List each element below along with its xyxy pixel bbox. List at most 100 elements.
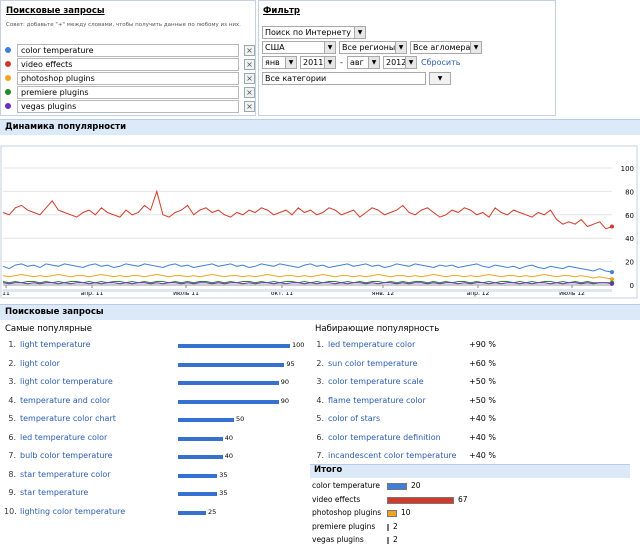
- y-tick-label: 40: [625, 235, 634, 243]
- rank-number: 3.: [316, 377, 324, 386]
- query-link[interactable]: lighting color temperature: [20, 506, 126, 516]
- rank-number: 9.: [8, 488, 16, 497]
- series-end-point: [610, 224, 614, 229]
- query-link[interactable]: light color temperature: [20, 377, 113, 386]
- x-tick-label: янв. 12: [372, 290, 395, 297]
- query-link[interactable]: led temperature color: [328, 340, 416, 349]
- query-value-bar: [178, 510, 206, 515]
- query-value: 95: [286, 359, 295, 368]
- remove-term-icon[interactable]: ×: [244, 73, 255, 84]
- query-value-bar: [178, 381, 279, 385]
- reset-link[interactable]: Сбросить: [421, 58, 461, 67]
- totals-term-label: vegas plugins: [312, 535, 364, 544]
- category-dropdown-button[interactable]: ▼: [429, 72, 451, 85]
- search-term-row: photoshop plugins ×: [5, 72, 255, 85]
- chart-scroll-track[interactable]: [3, 289, 612, 292]
- chevron-down-icon: ▼: [395, 42, 406, 53]
- from-year-select[interactable]: 2011 ▼: [300, 56, 336, 69]
- top-query-row: 4. temperature and color 90: [4, 396, 304, 410]
- query-link[interactable]: light color: [20, 358, 60, 368]
- category-select[interactable]: Все категории: [262, 72, 426, 85]
- remove-term-icon[interactable]: ×: [244, 87, 255, 98]
- totals-row: vegas plugins 2: [312, 535, 612, 547]
- query-link[interactable]: incandescent color temperature: [328, 451, 457, 460]
- top-query-row: 1. light temperature 100: [4, 340, 304, 354]
- query-link[interactable]: star temperature: [20, 488, 89, 497]
- chevron-down-icon: ▼: [470, 42, 481, 53]
- rank-number: 7.: [8, 451, 16, 460]
- remove-term-icon[interactable]: ×: [244, 45, 255, 56]
- query-link[interactable]: color temperature scale: [328, 377, 424, 386]
- chevron-down-icon: ▼: [405, 57, 416, 68]
- query-value: 35: [219, 470, 228, 479]
- query-value: 35: [219, 489, 228, 497]
- series-color-dot: [5, 47, 11, 53]
- to-month-select[interactable]: авг ▼: [347, 56, 380, 69]
- search-term-row: premiere plugins ×: [5, 86, 255, 99]
- filter-title: Фильтр: [263, 6, 300, 16]
- country-select[interactable]: США ▼: [262, 41, 336, 54]
- query-value-bar: [178, 436, 223, 441]
- search-term-input[interactable]: photoshop plugins: [17, 72, 239, 85]
- totals-value: 10: [401, 508, 411, 517]
- from-month-select[interactable]: янв ▼: [262, 56, 297, 69]
- query-value: 40: [224, 452, 234, 460]
- top-query-row: 2. light color 95: [4, 359, 304, 373]
- chart-frame: [0, 145, 638, 299]
- series-color-dot: [5, 103, 11, 109]
- series-color-dot: [5, 61, 11, 67]
- search-term-input[interactable]: premiere plugins: [17, 86, 239, 99]
- series-line: [2, 280, 612, 284]
- remove-term-icon[interactable]: ×: [244, 59, 255, 70]
- series-end-point: [610, 277, 614, 282]
- query-link[interactable]: bulb color temperature: [20, 451, 113, 460]
- query-link[interactable]: color of stars: [328, 414, 381, 423]
- query-link[interactable]: temperature color chart: [20, 414, 116, 423]
- top-query-row: 9. star temperature 35: [4, 488, 304, 502]
- search-term-input[interactable]: vegas plugins: [17, 100, 239, 113]
- totals-bar: [387, 496, 454, 504]
- popularity-title: Динамика популярности: [5, 122, 127, 132]
- remove-term-icon[interactable]: ×: [244, 101, 255, 112]
- rank-number: 6.: [316, 432, 324, 442]
- series-end-point: [610, 281, 614, 286]
- rank-number: 10.: [4, 506, 17, 516]
- rising-query-row: 2. sun color temperature +60 %: [312, 359, 622, 373]
- totals-bar: [387, 510, 397, 517]
- query-value-bar: [178, 418, 234, 422]
- metros-select[interactable]: Все агломера ▼: [410, 41, 482, 54]
- rising-query-row: 7. incandescent color temperature +40 %: [312, 451, 622, 465]
- query-link[interactable]: flame temperature color: [328, 395, 426, 405]
- search-term-input[interactable]: video effects: [17, 58, 239, 71]
- query-link[interactable]: star temperature color: [20, 469, 111, 479]
- query-value: 40: [224, 433, 234, 442]
- query-link[interactable]: temperature and color: [20, 395, 111, 405]
- to-year-select[interactable]: 2012 ▼: [383, 56, 417, 69]
- x-tick-label: апр. 12: [467, 290, 490, 297]
- rank-number: 2.: [8, 358, 16, 368]
- query-link[interactable]: light temperature: [20, 340, 91, 349]
- rank-number: 6.: [8, 432, 16, 442]
- query-value-bar: [178, 492, 218, 496]
- query-link[interactable]: color temperature definition: [328, 432, 441, 442]
- series-line: [2, 273, 613, 280]
- rank-number: 3.: [8, 377, 16, 386]
- search-type-select[interactable]: Поиск по Интернету ▼: [262, 26, 366, 39]
- regions-select[interactable]: Все регионы ▼: [339, 41, 407, 54]
- search-term-row: vegas plugins ×: [5, 100, 255, 113]
- query-link[interactable]: led temperature color: [20, 432, 108, 442]
- totals-title: Итого: [314, 465, 343, 475]
- growth-value: +50 %: [469, 377, 497, 386]
- totals-term-label: photoshop plugins: [312, 508, 382, 517]
- query-link[interactable]: sun color temperature: [328, 358, 418, 368]
- totals-row: premiere plugins 2: [312, 522, 612, 534]
- x-tick-label: 11: [2, 290, 10, 297]
- rank-number: 4.: [316, 395, 324, 405]
- totals-value: 2: [393, 521, 398, 531]
- query-value-bar: [178, 344, 290, 348]
- y-tick-label: 0: [630, 282, 634, 290]
- series-color-dot: [5, 75, 11, 81]
- totals-bar: [387, 483, 407, 490]
- search-term-input[interactable]: color temperature: [17, 44, 239, 57]
- growth-value: +40 %: [469, 414, 497, 423]
